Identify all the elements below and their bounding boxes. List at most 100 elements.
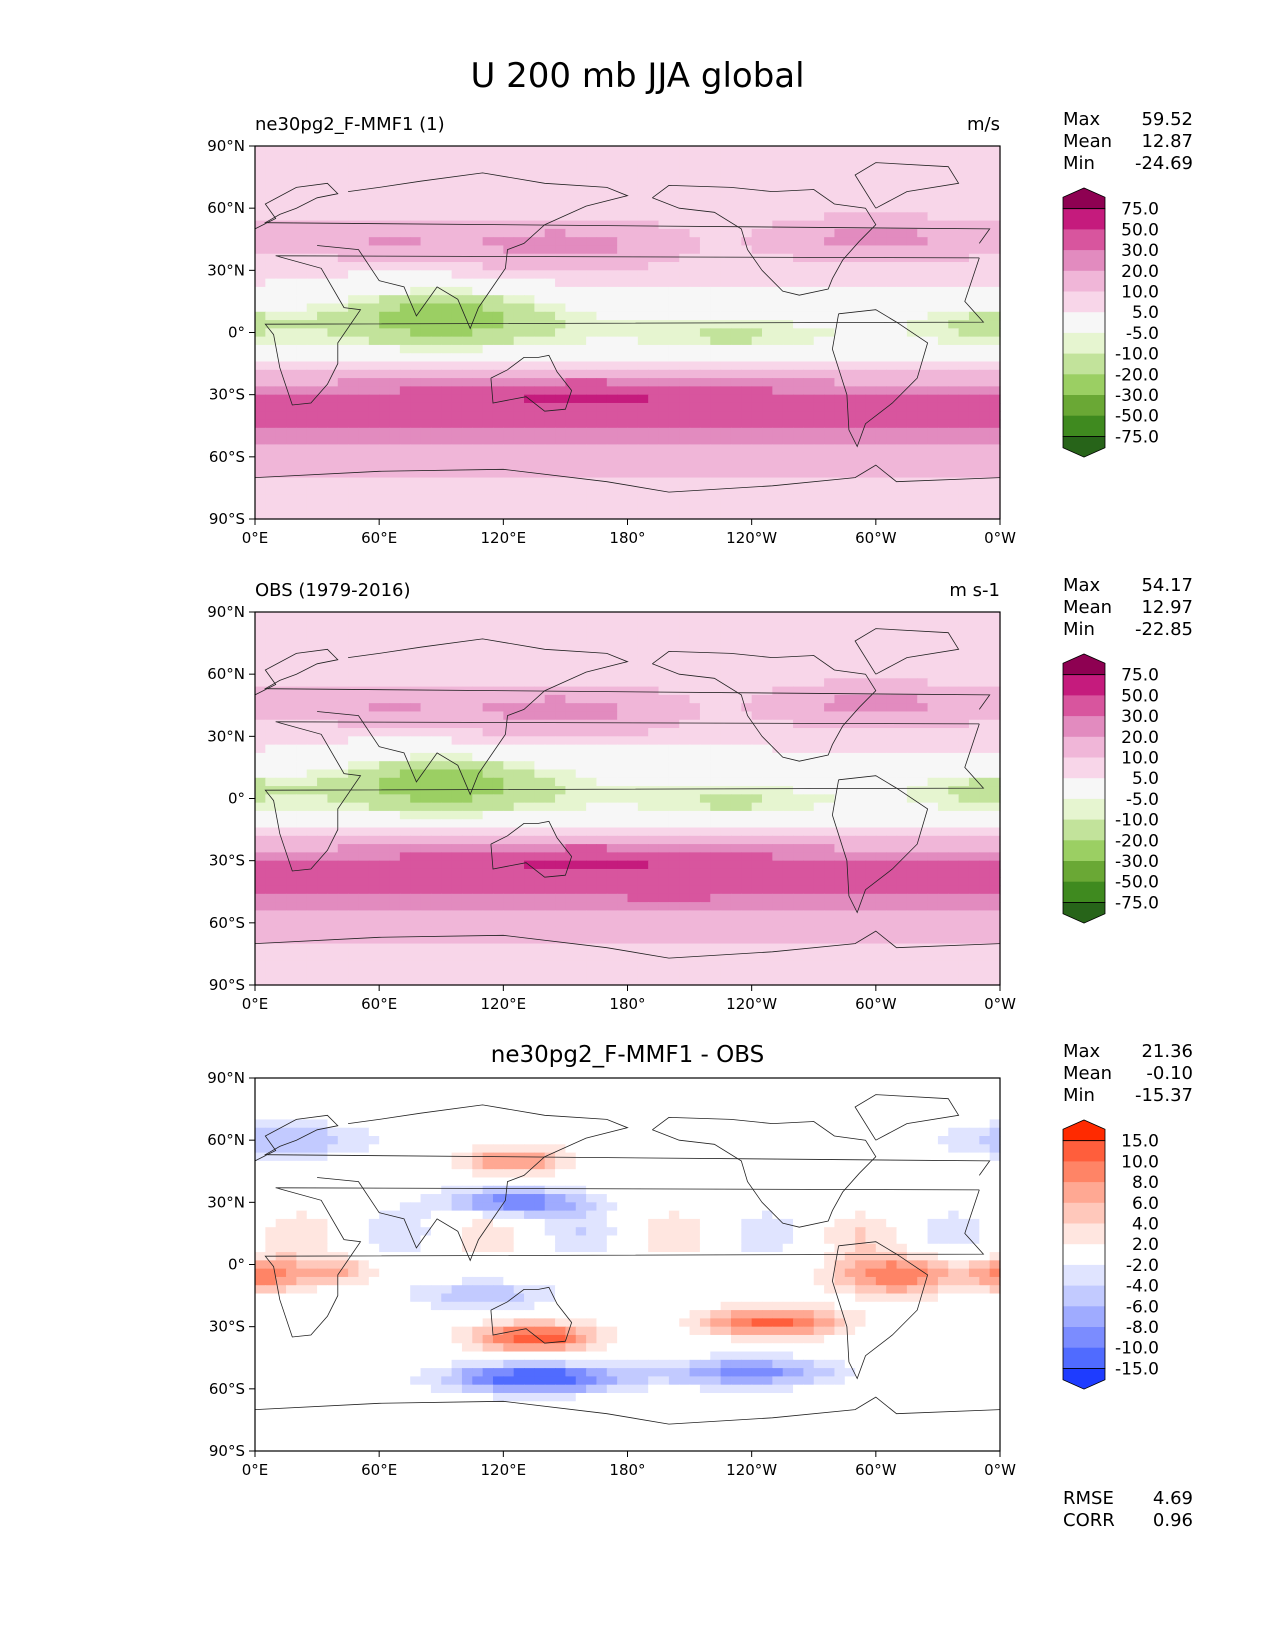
contour-cell: [710, 270, 722, 280]
contour-cell: [865, 452, 877, 462]
contour-cell: [875, 295, 887, 305]
contour-cell: [979, 427, 991, 437]
contour-cell: [855, 436, 867, 445]
contour-cell: [296, 719, 308, 729]
contour-cell: [596, 452, 608, 462]
contour-cell: [617, 328, 629, 338]
map-obs: 90°N60°N30°N0°30°S60°S90°S0°E 60°E 120°E 18…: [207, 603, 1159, 1013]
contour-cell: [875, 204, 887, 213]
contour-cell: [906, 278, 918, 288]
contour-cell: [379, 777, 391, 787]
contour-cell: [389, 320, 401, 329]
contour-cell: [337, 353, 349, 363]
contour-cell: [658, 502, 670, 512]
contour-cell: [327, 477, 339, 487]
contour-cell: [368, 777, 380, 787]
contour-cell: [430, 436, 442, 445]
contour-cell: [689, 777, 701, 787]
contour-cell: [265, 752, 277, 762]
contour-cell: [803, 628, 815, 638]
contour-cell: [741, 794, 753, 804]
contour-cell: [906, 777, 918, 787]
contour-cell: [699, 427, 711, 437]
contour-cell: [317, 494, 329, 504]
contour-cell: [306, 237, 318, 247]
contour-cell: [865, 469, 877, 479]
contour-cell: [648, 794, 660, 804]
contour-cell: [265, 311, 277, 321]
contour-cell: [296, 262, 308, 271]
contour-cell: [865, 162, 877, 172]
contour-cell: [917, 628, 929, 638]
contour-cell: [555, 736, 567, 746]
contour-cell: [306, 494, 318, 504]
contour-cell: [596, 353, 608, 363]
contour-cell: [441, 262, 453, 271]
contour-cell: [255, 452, 266, 462]
contour-cell: [503, 237, 515, 247]
contour-cell: [679, 245, 691, 255]
contour-cell: [968, 661, 980, 671]
contour-cell: [255, 204, 266, 213]
contour-cell: [637, 154, 649, 164]
contour-cell: [834, 494, 846, 504]
contour-cell: [844, 636, 856, 646]
contour-cell: [834, 228, 846, 238]
contour-cell: [813, 303, 825, 313]
contour-cell: [699, 786, 711, 795]
contour-cell: [720, 353, 732, 363]
contour-cell: [337, 777, 349, 787]
contour-cell: [472, 411, 484, 421]
contour-cell: [565, 245, 577, 255]
contour-cell: [327, 502, 339, 512]
contour-cell: [720, 195, 732, 205]
contour-cell: [306, 769, 318, 779]
contour-cell: [399, 620, 411, 630]
contour-cell: [534, 670, 546, 679]
contour-cell: [668, 678, 680, 688]
contour-cell: [989, 436, 1001, 445]
contour-cell: [679, 460, 691, 470]
contour-cell: [958, 460, 970, 470]
contour-cell: [772, 295, 784, 305]
contour-cell: [968, 794, 980, 804]
contour-cell: [275, 303, 287, 313]
contour-cell: [720, 678, 732, 688]
contour-cell: [906, 204, 918, 213]
contour-cell: [534, 187, 546, 197]
contour-cell: [348, 402, 360, 412]
contour-cell: [906, 353, 918, 363]
contour-cell: [492, 444, 504, 454]
contour-cell: [803, 678, 815, 688]
contour-cell: [492, 777, 504, 787]
contour-cell: [286, 303, 297, 313]
contour-cell: [430, 719, 442, 729]
contour-cell: [896, 653, 908, 663]
contour-cell: [699, 419, 711, 429]
contour-cell: [275, 761, 287, 771]
contour-cell: [565, 477, 577, 487]
contour-cell: [420, 212, 432, 222]
contour-cell: [772, 361, 784, 371]
contour-cell: [306, 179, 318, 189]
contour-cell: [751, 245, 763, 255]
contour-cell: [803, 761, 815, 771]
contour-cell: [627, 328, 639, 338]
contour-cell: [327, 278, 339, 288]
contour-cell: [596, 444, 608, 454]
contour-cell: [782, 361, 794, 371]
contour-cell: [544, 703, 556, 713]
contour-cell: [658, 402, 670, 412]
contour-cell: [606, 436, 618, 445]
contour-cell: [793, 245, 805, 255]
contour-cell: [710, 245, 722, 255]
contour-cell: [917, 253, 929, 263]
contour-cell: [368, 228, 380, 238]
contour-cell: [896, 628, 908, 638]
contour-cell: [720, 761, 732, 771]
contour-cell: [306, 411, 318, 421]
contour-cell: [534, 736, 546, 746]
contour-cell: [668, 620, 680, 630]
contour-cell: [368, 452, 380, 462]
contour-cell: [679, 402, 691, 412]
